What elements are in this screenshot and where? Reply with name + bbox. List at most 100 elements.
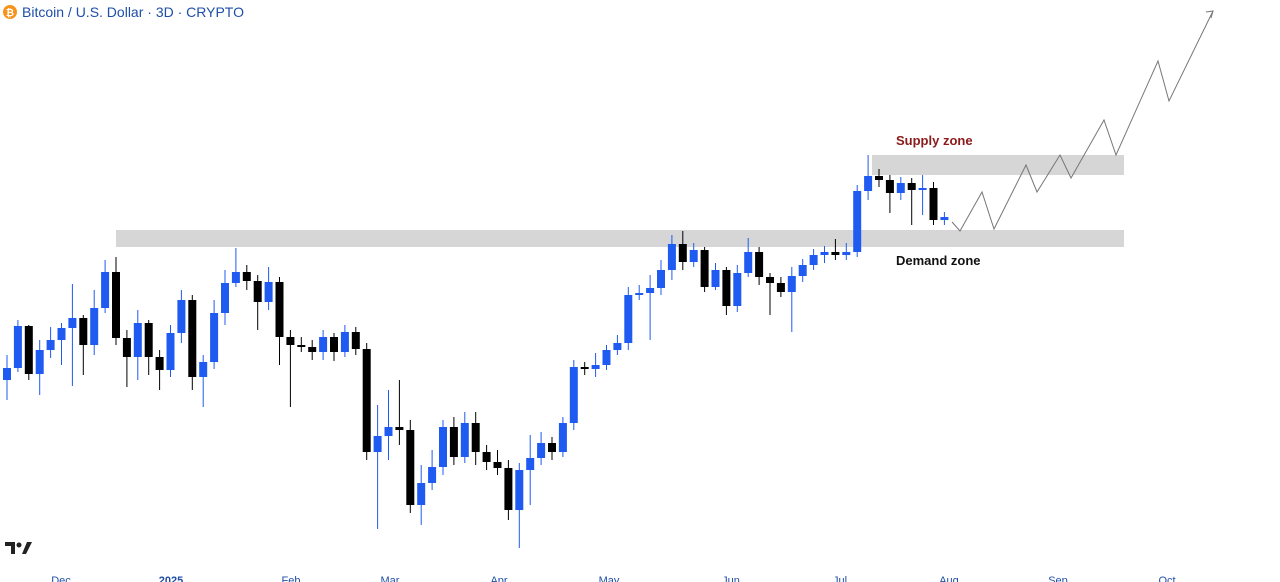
- candle-body: [3, 368, 11, 380]
- candle-body: [580, 367, 589, 369]
- candle-body: [133, 323, 142, 357]
- candle-body: [657, 270, 665, 288]
- candle-body: [689, 250, 698, 262]
- candle-body: [809, 255, 818, 265]
- x-tick-label: May: [599, 575, 620, 582]
- candle-body: [940, 217, 949, 220]
- projection-path: [951, 10, 1214, 232]
- candle-body: [439, 427, 447, 467]
- x-tick-label: Apr: [490, 575, 507, 582]
- candle-body: [744, 252, 753, 273]
- candle-body: [166, 333, 175, 370]
- candle-body: [722, 270, 731, 306]
- candle-body: [68, 318, 77, 328]
- candle-body: [907, 183, 916, 190]
- x-tick-label: Aug: [939, 575, 959, 582]
- candle-body: [155, 357, 164, 370]
- candle-body: [308, 347, 317, 352]
- x-tick-label: Mar: [381, 575, 400, 582]
- candle-body: [471, 423, 480, 452]
- candle-body: [558, 423, 567, 452]
- candle-body: [275, 282, 284, 337]
- candle-body: [460, 423, 469, 457]
- candle-body: [101, 272, 110, 308]
- candle-body: [798, 265, 807, 276]
- candle-body: [613, 343, 622, 350]
- candle-body: [515, 470, 524, 510]
- candle-body: [820, 252, 829, 255]
- candle-body: [591, 365, 600, 369]
- candle-body: [384, 427, 393, 436]
- bitcoin-icon-glyph: ₿: [6, 7, 14, 19]
- candle-body: [667, 244, 676, 270]
- candle-body: [122, 338, 131, 357]
- candle-body: [776, 283, 785, 292]
- candle-body: [504, 468, 513, 510]
- candle-body: [35, 350, 44, 374]
- candle-body: [406, 430, 415, 505]
- candle-body: [373, 436, 382, 452]
- candle-body: [493, 462, 502, 468]
- candle-body: [885, 180, 894, 193]
- candle-body: [144, 323, 153, 357]
- x-tick-label: Jul: [833, 575, 847, 582]
- candle-body: [787, 276, 796, 292]
- x-tick-label: Feb: [282, 575, 301, 582]
- candle-body: [242, 272, 251, 281]
- candle-body: [875, 176, 883, 180]
- candle-body: [842, 252, 851, 255]
- candle-body: [853, 191, 862, 252]
- candle-body: [177, 300, 186, 333]
- candle-body: [210, 313, 219, 362]
- annotation: Supply zone: [896, 133, 973, 148]
- candle-body: [351, 332, 360, 349]
- x-tick-label: Dec: [51, 575, 71, 582]
- candle-body: [766, 277, 774, 283]
- candle-body: [602, 350, 611, 365]
- candle-body: [79, 318, 88, 345]
- candle-body: [449, 427, 458, 457]
- candle-body: [569, 367, 578, 423]
- tv-logo: [5, 542, 32, 554]
- candle-body: [395, 427, 404, 430]
- chart-title: Bitcoin / U.S. Dollar · 3D · CRYPTO: [22, 4, 244, 20]
- supply-zone-box: [872, 155, 1124, 175]
- candle-body: [537, 443, 546, 458]
- candle-body: [711, 270, 720, 287]
- projection-arrowhead: [1205, 10, 1214, 19]
- candle-body: [297, 345, 306, 347]
- candle-body: [548, 443, 556, 452]
- x-tick-label: Jun: [722, 575, 740, 582]
- candle-body: [624, 295, 633, 343]
- candle-body: [700, 250, 709, 287]
- candle-body: [678, 244, 687, 262]
- candle-body: [330, 337, 338, 352]
- demand-zone-box: [116, 230, 1124, 247]
- candle-body: [831, 252, 840, 255]
- candle-body: [286, 337, 295, 345]
- candle-body: [896, 183, 905, 193]
- x-tick-label: 2025: [159, 575, 183, 582]
- candle-body: [253, 281, 262, 302]
- bitcoin-icon: [3, 5, 17, 19]
- annotation: Demand zone: [896, 253, 981, 268]
- candle-body: [221, 283, 229, 313]
- candle-body: [526, 458, 535, 470]
- x-tick-label: Oct: [1158, 575, 1175, 582]
- candle-body: [918, 188, 927, 190]
- candle-body: [864, 176, 873, 191]
- x-tick-label: Sep: [1048, 575, 1068, 582]
- candle-body: [90, 308, 99, 345]
- candle-body: [231, 272, 240, 283]
- candle-body: [57, 328, 66, 340]
- candle-body: [24, 326, 33, 374]
- candle-body: [13, 326, 22, 368]
- candle-body: [264, 282, 273, 302]
- candle-body: [482, 452, 491, 462]
- candle-body: [428, 467, 437, 483]
- candle-body: [733, 273, 742, 306]
- candle-body: [417, 483, 426, 505]
- candle-body: [635, 293, 644, 295]
- candle-body: [199, 362, 208, 377]
- candle-body: [112, 272, 120, 338]
